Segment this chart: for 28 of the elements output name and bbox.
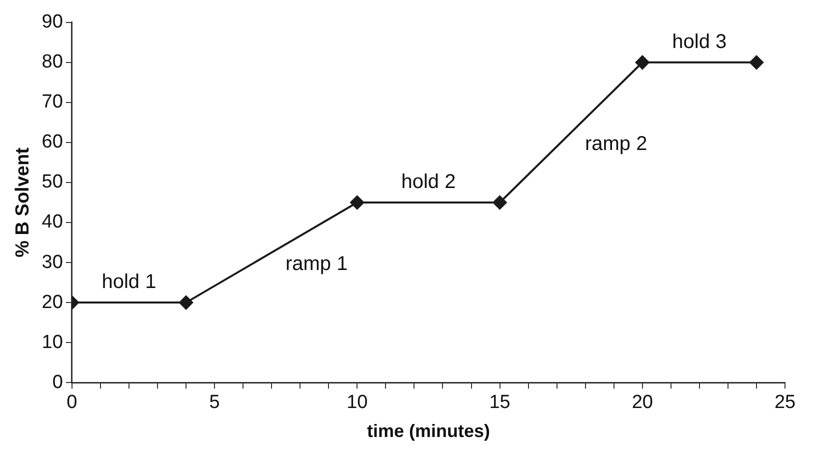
- x-tick-label: 5: [209, 392, 220, 414]
- y-tick-label: 20: [42, 292, 63, 313]
- x-tick-label: 0: [66, 392, 78, 414]
- y-tick-label: 90: [42, 12, 63, 33]
- annotation: hold 2: [401, 171, 456, 194]
- y-tick-label: 50: [42, 172, 63, 193]
- point: [749, 55, 764, 70]
- y-tick-label: 30: [42, 252, 63, 273]
- y-tick-label: 80: [42, 52, 63, 73]
- point: [179, 296, 194, 310]
- annotation: ramp 1: [285, 253, 348, 276]
- annotation: ramp 2: [584, 132, 648, 155]
- y-tick-label: 60: [42, 132, 63, 153]
- x-tick-label: 10: [346, 392, 368, 414]
- y-tick-label: 70: [42, 92, 63, 113]
- y-tick-label: 0: [52, 372, 63, 393]
- annotation: hold 1: [102, 271, 156, 294]
- annotation: hold 3: [672, 30, 727, 53]
- x-tick-label: 20: [632, 392, 653, 414]
- point: [350, 196, 364, 210]
- point: [635, 55, 650, 70]
- x-tick-label: 25: [774, 392, 796, 414]
- y-tick-label: 10: [42, 332, 63, 353]
- y-axis-title: % B Solvent: [12, 146, 34, 258]
- y-tick-label: 40: [42, 212, 63, 233]
- x-axis-title: time (minutes): [366, 421, 490, 442]
- point: [492, 196, 507, 210]
- x-tick-label: 15: [489, 392, 510, 414]
